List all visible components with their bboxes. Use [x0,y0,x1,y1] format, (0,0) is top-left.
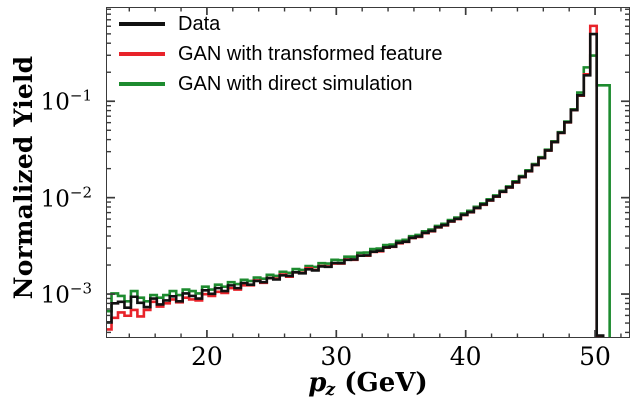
legend-item[interactable]: GAN with transformed feature [119,42,443,66]
plot-area: Data GAN with transformed feature GAN with… [106,7,630,338]
legend-label: GAN with direct simulation [178,73,413,95]
x-tick-label: 20 [191,342,223,371]
y-tick-exponent: −2 [69,183,92,202]
y-tick-label: 10−2 [0,183,92,212]
y-tick-mantissa: 10 [40,185,70,212]
legend-color-swatch [119,22,165,26]
x-axis-title: pz (GeV) [106,368,630,400]
x-tick-label: 30 [320,342,353,371]
x-axis-title-symbol: p [308,368,327,398]
legend: Data GAN with transformed feature GAN with… [119,12,443,96]
y-tick-label: 10−3 [0,280,92,309]
legend-item[interactable]: Data [119,12,443,36]
y-tick-exponent: −1 [69,86,92,105]
legend-label: Data [178,13,221,35]
y-tick-mantissa: 10 [40,282,70,309]
y-tick-label: 10−1 [0,87,92,116]
legend-item[interactable]: GAN with direct simulation [119,72,443,96]
x-axis-title-subscript: z [325,380,336,400]
legend-color-swatch [119,82,165,86]
legend-label: GAN with transformed feature [178,43,443,65]
y-tick-exponent: −3 [69,279,92,298]
series-line [107,32,605,337]
y-tick-mantissa: 10 [40,89,70,116]
x-axis-title-unit: (GeV) [344,368,428,398]
legend-color-swatch [119,52,165,56]
plot-curves [107,24,611,337]
x-tick-label: 40 [449,342,482,371]
x-tick-label: 50 [579,342,611,371]
